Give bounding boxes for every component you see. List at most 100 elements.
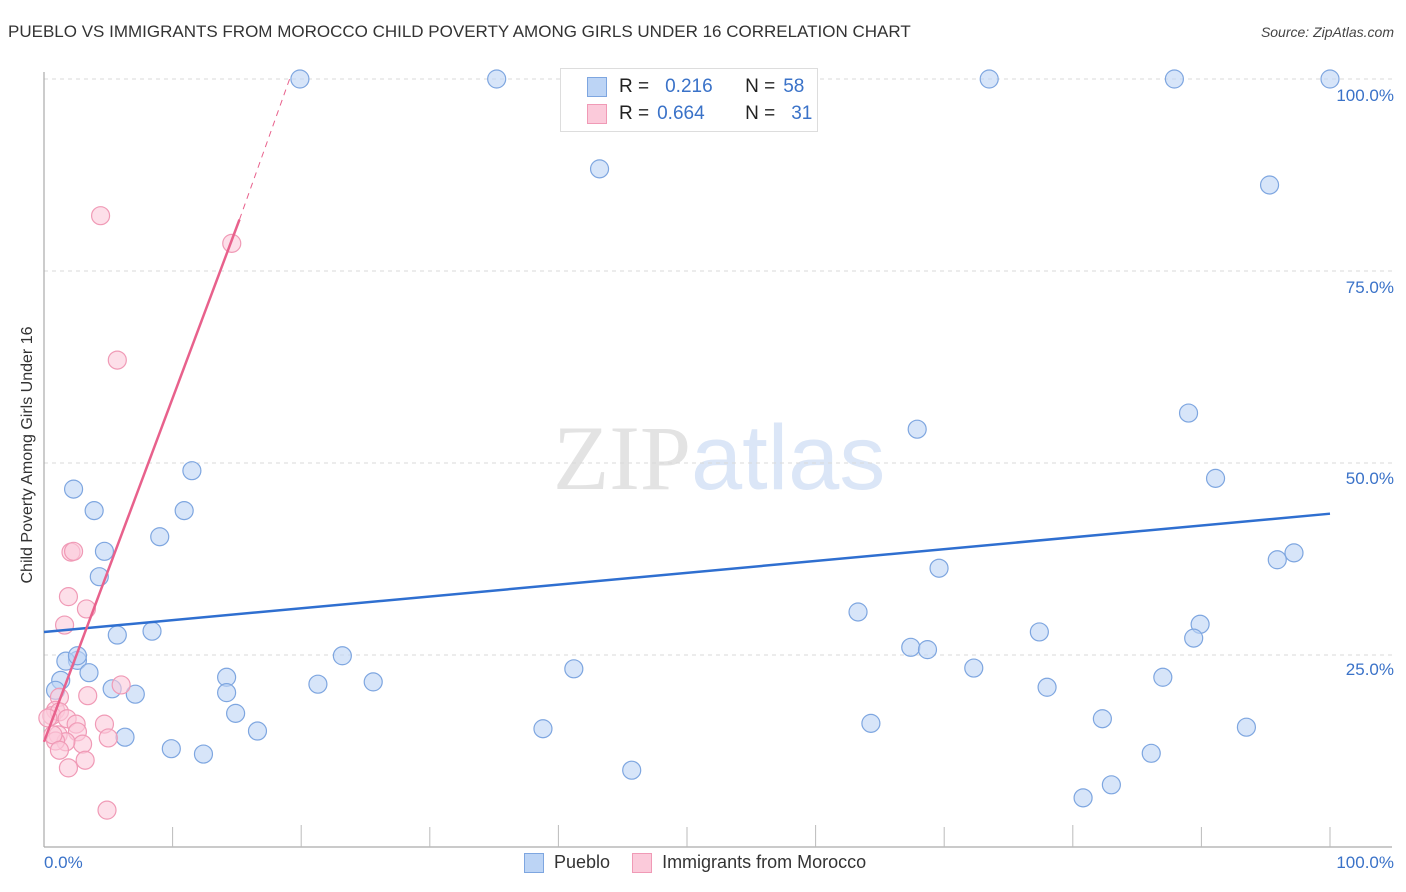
pueblo-points [45,69,1340,808]
data-point[interactable] [1164,69,1184,89]
r-value: 0.664 [657,103,705,124]
y-axis-label: Child Poverty Among Girls Under 16 [19,326,36,584]
data-point[interactable] [901,637,921,657]
y-tick-75: 75.0% [1345,278,1394,297]
morocco-trend-line [42,219,241,743]
watermark-atlas: atlas [691,407,886,509]
data-point[interactable] [1101,775,1121,795]
data-point[interactable] [63,541,84,561]
r-label: R = [619,76,650,97]
data-point[interactable] [174,501,194,521]
data-point[interactable] [58,758,79,778]
data-point[interactable] [1037,677,1057,697]
data-point[interactable] [161,739,181,759]
data-point[interactable] [290,69,310,89]
series-legend: Pueblo Immigrants from Morocco [524,852,888,873]
data-point[interactable] [917,640,938,660]
data-point[interactable] [589,159,610,179]
data-point[interactable] [1284,543,1304,563]
data-point[interactable] [1259,175,1280,195]
legend-item-pueblo[interactable]: Pueblo [524,852,610,873]
data-point[interactable] [1029,622,1049,642]
axes [43,72,1392,848]
pueblo-trend-line [43,512,1331,634]
y-tick-25: 25.0% [1345,660,1394,679]
data-point[interactable] [533,719,553,739]
n-label: N = [745,76,776,97]
data-point[interactable] [1141,743,1161,763]
data-point[interactable] [848,602,868,622]
data-point[interactable] [1267,550,1287,570]
data-point[interactable] [72,734,93,754]
legend-row-morocco: R = 0.664 N = 31 [587,102,812,126]
legend-item-morocco[interactable]: Immigrants from Morocco [632,852,866,873]
data-point[interactable] [217,683,237,703]
data-point[interactable] [182,461,202,481]
morocco-trend-extension [239,78,291,220]
gridlines [44,78,1392,656]
r-label: R = [619,103,650,124]
data-point[interactable] [107,625,127,645]
morocco-points [38,206,242,820]
data-point[interactable] [49,740,70,760]
data-point[interactable] [111,675,131,695]
data-point[interactable] [97,800,117,820]
data-point[interactable] [907,419,927,439]
x-tick-100: 100.0% [1336,853,1394,872]
data-point[interactable] [964,658,984,678]
data-point[interactable] [564,659,584,679]
data-point[interactable] [1153,667,1173,687]
data-point[interactable] [78,686,98,706]
data-point[interactable] [90,206,111,226]
chart-title: PUEBLO VS IMMIGRANTS FROM MOROCCO CHILD … [8,22,911,41]
data-point[interactable] [1320,69,1340,89]
pueblo-swatch-icon [524,852,544,873]
data-point[interactable] [98,728,118,748]
data-point[interactable] [75,750,95,770]
legend-label: Pueblo [554,852,611,872]
data-point[interactable] [1205,468,1226,488]
data-point[interactable] [94,541,115,561]
data-point[interactable] [929,558,949,578]
data-point[interactable] [1178,403,1199,423]
data-point[interactable] [308,674,328,694]
data-point[interactable] [142,621,162,641]
data-point[interactable] [979,69,999,89]
data-point[interactable] [332,646,352,666]
pueblo-swatch-icon [587,77,607,97]
watermark: ZIPatlas [553,405,885,511]
r-value: 0.216 [665,76,713,97]
trend-lines [42,78,1331,743]
n-value: 58 [783,76,805,97]
data-point[interactable] [1184,628,1204,648]
y-tick-50: 50.0% [1345,469,1394,488]
data-point[interactable] [58,587,79,607]
data-point[interactable] [487,69,507,89]
data-point[interactable] [125,684,145,704]
correlation-legend: R = 0.216 N = 58 R = 0.664 N = 31 [560,68,818,132]
data-point[interactable] [115,727,135,747]
data-point[interactable] [226,703,246,723]
data-point[interactable] [63,479,84,499]
data-point[interactable] [247,721,268,741]
morocco-swatch-icon [632,852,653,873]
data-point[interactable] [1236,717,1257,737]
source-label: Source: ZipAtlas.com [1260,24,1394,40]
watermark-zip: ZIP [553,407,691,509]
data-point[interactable] [622,760,642,780]
data-point[interactable] [150,527,170,547]
data-point[interactable] [1073,788,1093,808]
data-point[interactable] [79,663,99,683]
data-point[interactable] [107,350,127,370]
y-tick-100: 100.0% [1336,86,1394,105]
legend-label: Immigrants from Morocco [662,852,867,872]
data-point[interactable] [363,672,383,692]
data-point[interactable] [1092,709,1112,729]
data-point[interactable] [861,713,881,733]
n-value: 31 [791,103,813,124]
data-point[interactable] [84,501,104,521]
x-tick-0: 0.0% [44,853,83,872]
data-point[interactable] [193,744,214,764]
legend-row-pueblo: R = 0.216 N = 58 [587,75,804,99]
